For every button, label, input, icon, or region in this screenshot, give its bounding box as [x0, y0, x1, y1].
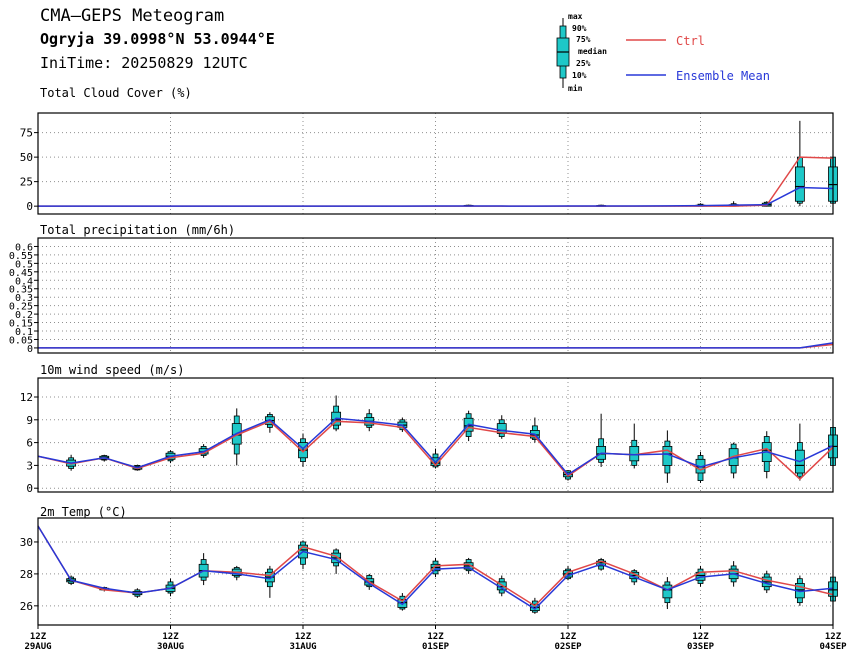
- ctrl-line: [37, 525, 834, 607]
- legend-box-label: 75%: [576, 35, 591, 44]
- panel-title: Total Cloud Cover (%): [40, 86, 192, 100]
- y-tick-label: 25: [20, 176, 33, 189]
- box-inner: [794, 166, 805, 202]
- ctrl-line: [37, 420, 834, 481]
- legend-box-label: 90%: [572, 24, 587, 33]
- legend-ctrl-label: Ctrl: [676, 34, 705, 48]
- y-tick-label: 0.6: [15, 242, 33, 253]
- y-tick-label: 0.5: [15, 259, 33, 270]
- ensemble-box: [264, 565, 275, 598]
- ensemble-mean-line: [37, 417, 834, 476]
- y-tick-label: 50: [20, 151, 33, 164]
- y-tick-label: 0.45: [9, 268, 33, 279]
- y-tick-label: 26: [20, 600, 33, 613]
- ensemble-box: [794, 120, 805, 207]
- x-tick-label-date: 02SEP: [554, 642, 582, 652]
- panel-0: Total Cloud Cover (%) 0 25 50 75: [20, 86, 838, 215]
- ensemble-box: [364, 409, 375, 432]
- ensemble-mean-line: [38, 186, 834, 207]
- x-tick-label-date: 04SEP: [819, 642, 847, 652]
- y-tick-label: 0: [26, 200, 33, 213]
- y-tick-label: 0.3: [15, 293, 33, 304]
- panel-3: 2m Temp (°C) 26 28 30: [20, 505, 838, 626]
- ensemble-box: [794, 423, 805, 481]
- y-tick-label: 75: [20, 127, 33, 140]
- x-tick-label-time: 12Z: [295, 632, 312, 642]
- legend-box-label: min: [568, 83, 583, 93]
- y-tick-label: 0.05: [9, 335, 33, 346]
- panel-frame: [37, 377, 834, 493]
- legend-box-label: 10%: [572, 71, 587, 80]
- y-tick-label: 0.25: [9, 302, 33, 313]
- y-tick-label: 12: [20, 391, 33, 404]
- panel-title: 2m Temp (°C): [40, 505, 127, 519]
- y-tick-label: 0.4: [15, 276, 33, 287]
- box-inner: [496, 423, 507, 434]
- y-tick-label: 0: [27, 344, 33, 355]
- x-tick-label-date: 30AUG: [157, 642, 184, 652]
- panel-1: Total precipitation (mm/6h)00.050.10.150…: [9, 223, 834, 355]
- panel-2: 10m wind speed (m/s) 0 3 6 9 12: [20, 363, 838, 495]
- ensemble-box: [728, 442, 739, 479]
- x-tick-label-date: 01SEP: [422, 642, 450, 652]
- ensemble-box: [430, 557, 441, 578]
- x-tick-label-time: 12Z: [162, 632, 179, 642]
- panel-frame: [37, 112, 834, 215]
- ensemble-box: [496, 415, 507, 439]
- y-tick-label: 6: [26, 437, 33, 450]
- y-tick-label: 0.1: [15, 327, 33, 338]
- ensemble-mean-line: [37, 525, 834, 610]
- ensemble-box: [662, 430, 673, 483]
- x-tick-label-time: 12Z: [30, 632, 47, 642]
- ensemble-box: [662, 577, 673, 610]
- init-time-label: IniTime: 20250829 12UTC: [40, 54, 248, 72]
- y-tick-label: 0.35: [9, 285, 33, 296]
- y-tick-label: 3: [26, 459, 33, 472]
- legend-box-label: 25%: [576, 59, 591, 68]
- y-tick-label: 0.15: [9, 319, 33, 330]
- y-tick-label: 9: [26, 414, 33, 427]
- legend-box-label: median: [578, 46, 607, 56]
- legend: max 90% 75% median 25% 10% min Ctrl Ensemble Mea…: [556, 12, 770, 93]
- ensemble-box: [331, 395, 342, 432]
- ensemble-box: [629, 423, 640, 469]
- x-tick-label-date: 31AUG: [289, 642, 316, 652]
- x-tick-label-date: 03SEP: [687, 642, 715, 652]
- y-tick-label: 30: [20, 536, 33, 549]
- ensemble-box: [198, 553, 209, 586]
- page-title: CMA—GEPS Meteogram: [40, 6, 225, 26]
- x-tick-label-time: 12Z: [427, 632, 444, 642]
- ensemble-mean-line: [38, 342, 834, 349]
- location-label: Ogryja 39.0998°N 53.0944°E: [40, 30, 275, 48]
- legend-box-label: max: [568, 12, 583, 21]
- ensemble-box: [463, 410, 474, 442]
- ensemble-box: [761, 431, 772, 479]
- x-tick-label-time: 12Z: [825, 632, 842, 642]
- panel-title: 10m wind speed (m/s): [40, 363, 185, 377]
- y-tick-label: 28: [20, 568, 33, 581]
- x-tick-label-time: 12Z: [560, 632, 577, 642]
- y-tick-label: 0.2: [15, 310, 33, 321]
- ensemble-box: [298, 433, 308, 467]
- panel-title: Total precipitation (mm/6h): [40, 223, 235, 237]
- box-inner: [662, 584, 673, 599]
- y-tick-label: 0.55: [9, 251, 33, 262]
- y-tick-label: 0: [26, 482, 33, 495]
- x-tick-label-date: 29AUG: [24, 642, 51, 652]
- ensemble-box: [596, 413, 607, 467]
- legend-mean-label: Ensemble Mean: [676, 69, 770, 83]
- x-tick-label-time: 12Z: [692, 632, 709, 642]
- panel-frame: [37, 237, 834, 354]
